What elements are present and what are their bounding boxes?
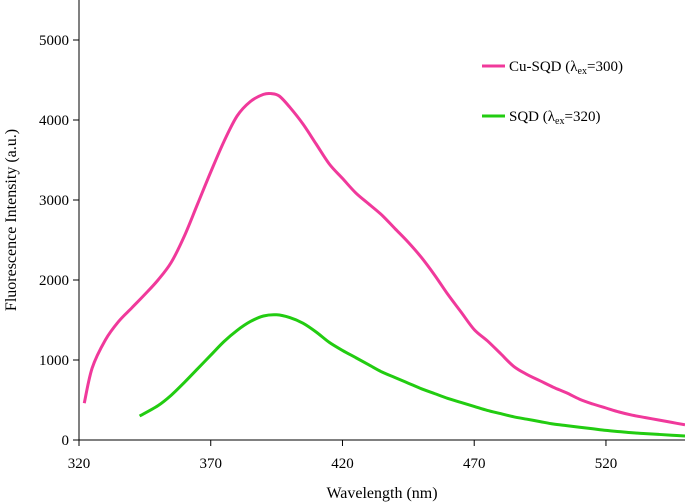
legend-label: SQD (λex=320) <box>509 109 600 127</box>
series-layer <box>82 91 685 438</box>
x-ticks: 320 370 420 470 520 <box>68 440 617 472</box>
y-ticks: 0 1000 2000 3000 4000 5000 <box>39 33 79 449</box>
legend: Cu-SQD (λex=300) SQD (λex=320) <box>482 59 623 127</box>
y-tick-label: 4000 <box>39 113 69 129</box>
legend-label: Cu-SQD (λex=300) <box>509 59 623 77</box>
x-tick-label: 320 <box>68 456 91 472</box>
y-tick-label: 3000 <box>39 193 69 209</box>
x-tick-label: 470 <box>463 456 486 472</box>
series-line-sqd <box>138 313 685 438</box>
axes <box>78 0 685 441</box>
y-axis-title: Fluorescence Intensity (a.u.) <box>3 129 20 311</box>
y-tick-label: 5000 <box>39 33 69 49</box>
x-axis-title: Wavelength (nm) <box>326 485 437 502</box>
x-tick-label: 420 <box>331 456 354 472</box>
x-tick-label: 520 <box>595 456 618 472</box>
y-tick-label: 1000 <box>39 353 69 369</box>
y-tick-label: 0 <box>62 433 70 449</box>
y-tick-label: 2000 <box>39 273 69 289</box>
x-tick-label: 370 <box>199 456 222 472</box>
series-line-cu-sqd <box>82 91 685 427</box>
